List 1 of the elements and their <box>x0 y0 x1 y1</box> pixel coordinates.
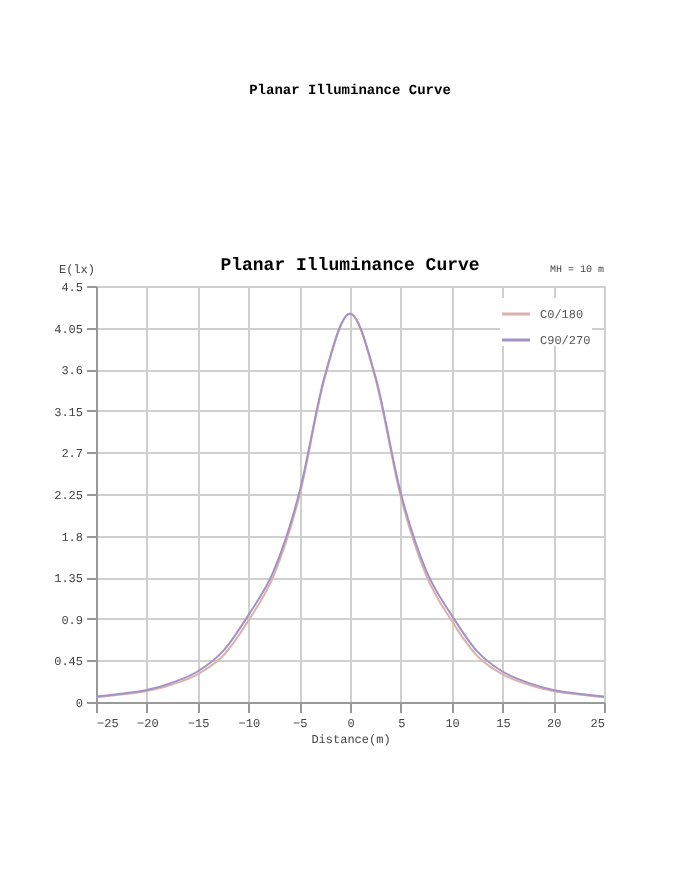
chart-title: Planar Illuminance Curve <box>220 256 480 276</box>
